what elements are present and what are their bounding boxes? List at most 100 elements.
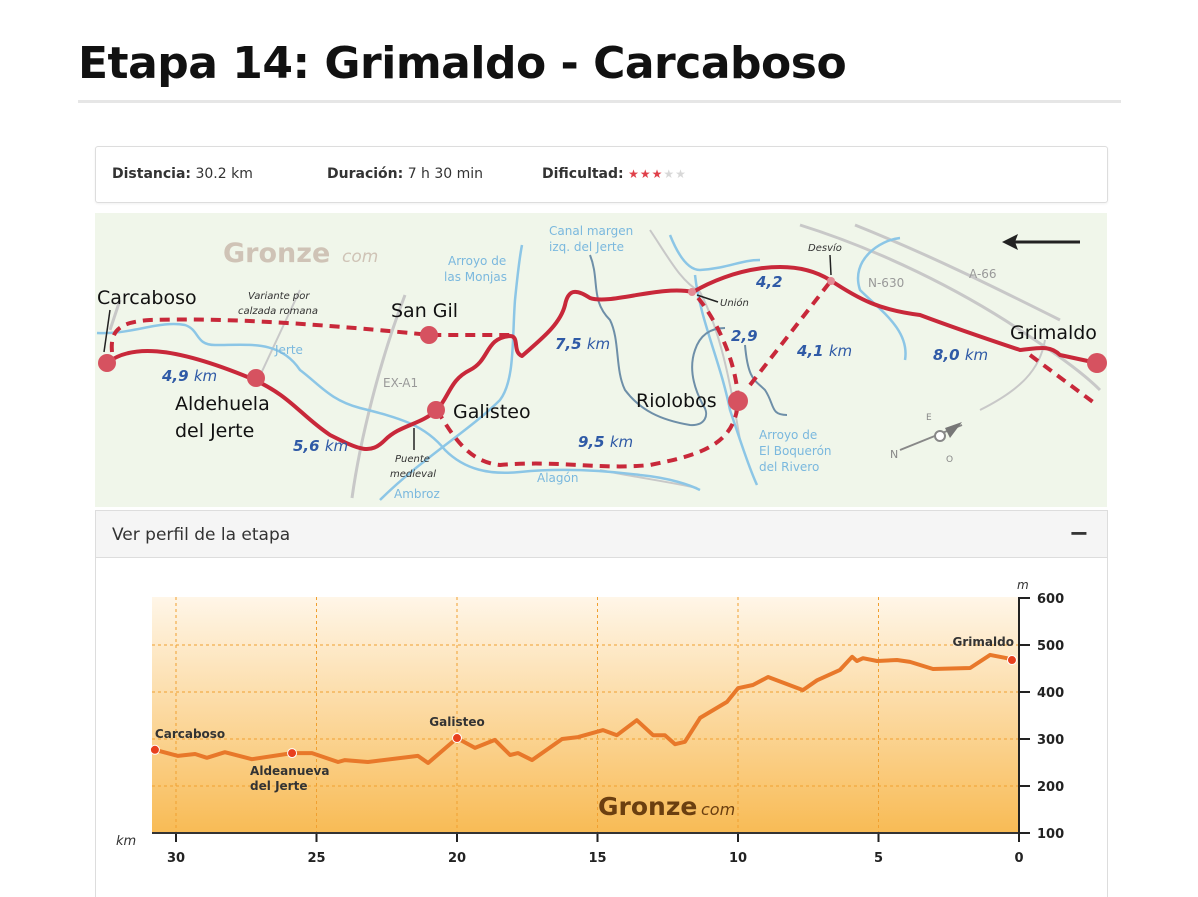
river-labels: Jerte Arroyo de las Monjas Canal margen … xyxy=(274,224,832,501)
y-tick-label: 300 xyxy=(1037,733,1064,748)
collapse-button[interactable]: − xyxy=(1068,519,1089,547)
waypoint-label: Aldeanueva xyxy=(250,764,329,778)
plot-background xyxy=(152,597,1019,833)
marker-galisteo xyxy=(427,401,445,419)
title-divider xyxy=(78,100,1121,103)
road-a66 xyxy=(854,223,1061,322)
y-axis-label: m xyxy=(1017,578,1029,592)
label-galisteo: Galisteo xyxy=(453,401,531,423)
svg-text:com: com xyxy=(701,800,735,819)
marker-union xyxy=(688,288,696,296)
svg-text:Gronze: Gronze xyxy=(223,238,330,269)
variant-desvio xyxy=(748,280,832,387)
main-route xyxy=(105,265,1099,452)
svg-text:calzada romana: calzada romana xyxy=(238,306,318,317)
road-minor xyxy=(108,299,122,331)
river-ambroz xyxy=(379,244,524,501)
label-grimaldo: Grimaldo xyxy=(1010,322,1097,344)
duration-info: Duración: 7 h 30 min xyxy=(327,166,483,182)
y-tick-label: 400 xyxy=(1037,686,1064,701)
marker-riolobos xyxy=(728,391,748,411)
star-filled-icon: ★ xyxy=(639,167,652,181)
marker-desvio xyxy=(827,277,835,285)
svg-text:Puente: Puente xyxy=(395,454,430,465)
svg-text:izq. del Jerte: izq. del Jerte xyxy=(549,240,624,254)
note-labels: Variante por calzada romana Puente medie… xyxy=(238,242,842,480)
roads xyxy=(108,223,1102,499)
label-riolobos: Riolobos xyxy=(636,390,717,412)
svg-text:Arroyo de: Arroyo de xyxy=(448,254,506,268)
compass-icon: N E O xyxy=(890,413,963,465)
difficulty-label: Dificultad: xyxy=(542,166,624,182)
svg-text:Arroyo de: Arroyo de xyxy=(759,428,817,442)
road-labels: EX-A1 N-630 A-66 xyxy=(383,267,997,390)
svg-text:8,0 km: 8,0 km xyxy=(933,346,988,364)
distance-label: Distancia: xyxy=(112,166,192,182)
variant-grimaldo xyxy=(1028,353,1099,407)
distance-labels: 4,9 km 5,6 km 7,5 km 9,5 km 4,2 2,9 4,1 … xyxy=(161,273,988,455)
svg-text:Ambroz: Ambroz xyxy=(394,487,440,501)
svg-text:4,1 km: 4,1 km xyxy=(796,342,852,360)
route-line xyxy=(105,265,1099,452)
distance-value: 30.2 km xyxy=(195,166,253,182)
route-map-svg: N E O Gronze com Carcaboso San Gil Aldeh… xyxy=(96,223,1107,501)
duration-value: 7 h 30 min xyxy=(407,166,484,182)
x-tick-label: 30 xyxy=(167,851,185,866)
waypoint-label: Grimaldo xyxy=(953,635,1014,649)
distance-info: Distancia: 30.2 km xyxy=(112,166,253,182)
label-carcaboso: Carcaboso xyxy=(97,287,197,309)
waypoint-marker xyxy=(452,733,462,744)
profile-panel-title: Ver perfil de la etapa xyxy=(112,525,291,545)
y-tick-label: 200 xyxy=(1037,780,1064,795)
star-filled-icon: ★ xyxy=(628,167,640,181)
grid xyxy=(152,597,1019,833)
svg-text:N-630: N-630 xyxy=(868,276,904,290)
route-map: N E O Gronze com Carcaboso San Gil Aldeh… xyxy=(95,213,1107,507)
town-labels: Carcaboso San Gil Aldehuela del Jerte Ga… xyxy=(97,287,1097,442)
label-aldehuela: del Jerte xyxy=(175,420,254,442)
x-axis-label: km xyxy=(116,834,136,849)
road-minor xyxy=(257,289,301,381)
svg-text:4,2: 4,2 xyxy=(755,273,783,291)
profile-panel-header[interactable]: Ver perfil de la etapa − xyxy=(96,511,1107,558)
svg-text:N: N xyxy=(890,448,898,461)
canal xyxy=(589,254,788,427)
leader-lines xyxy=(103,254,832,450)
svg-text:las Monjas: las Monjas xyxy=(444,270,507,284)
rivers xyxy=(96,234,907,501)
star-empty-icon: ★ xyxy=(675,167,687,181)
x-tick-label: 20 xyxy=(448,851,466,866)
y-tick-label: 100 xyxy=(1037,827,1064,842)
chart-watermark: Gronze com xyxy=(598,792,735,821)
marker-grimaldo xyxy=(1087,353,1107,373)
town-markers xyxy=(98,277,1107,419)
y-tick-label: 600 xyxy=(1037,592,1064,607)
waypoint-marker xyxy=(287,748,298,759)
page-title: Etapa 14: Grimaldo - Carcaboso xyxy=(78,38,847,89)
alternative-routes xyxy=(109,280,1099,469)
variant-riolobos xyxy=(435,292,741,469)
duration-label: Duración: xyxy=(327,166,404,182)
svg-text:El Boquerón: El Boquerón xyxy=(759,444,832,458)
waypoint-label: Galisteo xyxy=(429,715,484,729)
road-n630 xyxy=(799,223,1102,392)
profile-panel: Ver perfil de la etapa − xyxy=(95,510,1108,897)
svg-text:Jerte: Jerte xyxy=(274,343,303,357)
marker-carcaboso xyxy=(98,354,116,372)
direction-arrow-icon xyxy=(1002,234,1080,250)
star-filled-icon: ★ xyxy=(651,167,664,181)
svg-text:Desvío: Desvío xyxy=(808,242,842,254)
svg-text:7,5 km: 7,5 km xyxy=(555,335,610,353)
svg-text:Canal margen: Canal margen xyxy=(549,224,633,238)
x-tick-label: 25 xyxy=(307,851,325,866)
svg-text:com: com xyxy=(342,247,378,267)
map-logo: Gronze com xyxy=(223,238,378,269)
stage-info-bar: Distancia: 30.2 km Duración: 7 h 30 min … xyxy=(95,146,1108,203)
svg-text:9,5 km: 9,5 km xyxy=(578,433,633,451)
svg-text:O: O xyxy=(946,455,953,465)
x-tick-label: 15 xyxy=(588,851,606,866)
marker-aldehuela xyxy=(247,369,265,387)
waypoint-label: del Jerte xyxy=(250,779,307,793)
